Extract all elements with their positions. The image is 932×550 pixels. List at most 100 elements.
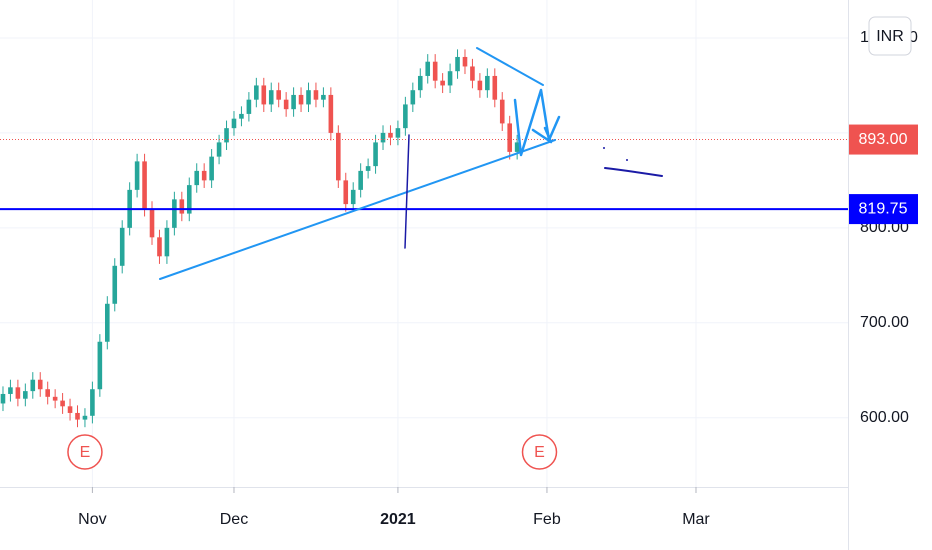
candle-body: [455, 56, 460, 72]
trend-line: [159, 139, 556, 280]
candle-body: [291, 94, 296, 110]
price-label-box: [849, 194, 918, 225]
candle-body: [0, 393, 6, 404]
y-tick-label: 600.00: [860, 409, 909, 426]
candle-body: [268, 90, 274, 105]
candle-body: [30, 379, 36, 392]
candle-body: [239, 113, 244, 119]
candle-body: [328, 94, 334, 133]
trend-line: [476, 47, 544, 86]
candle-body: [365, 166, 371, 171]
candle-body: [380, 132, 386, 143]
candle-body: [231, 118, 237, 129]
candle-body: [485, 75, 490, 91]
candle-body: [477, 80, 483, 91]
candle-body: [112, 265, 118, 304]
price-label: 893.00: [859, 131, 908, 148]
candle-body: [373, 142, 378, 167]
candle-body: [23, 391, 28, 399]
candle-body: [514, 142, 520, 152]
candle-body: [276, 90, 281, 100]
event-label: E: [534, 444, 545, 461]
candle-body: [186, 185, 192, 214]
candle-body: [67, 406, 73, 413]
x-tick-label: Nov: [78, 511, 106, 528]
brush-line: [404, 134, 410, 249]
x-tick-label: Dec: [220, 511, 248, 528]
candle-body: [179, 199, 185, 214]
candle-body: [60, 400, 65, 407]
candle-body: [447, 71, 453, 86]
candle-body: [298, 94, 304, 105]
candle-body: [403, 104, 408, 129]
candle-body: [417, 75, 423, 91]
candle-body: [261, 85, 267, 105]
candle-body: [321, 94, 326, 100]
candle-body: [52, 396, 58, 401]
candle-body: [313, 90, 319, 100]
candle-body: [254, 85, 259, 100]
candle-body: [499, 99, 505, 124]
candle-body: [358, 170, 363, 190]
event-marker: [67, 434, 103, 470]
price-axis-background: [849, 0, 932, 550]
currency-label[interactable]: INR: [876, 28, 904, 45]
drawings: [159, 47, 663, 280]
candle-body: [425, 61, 431, 76]
candle-body: [507, 123, 512, 152]
labels: 600.00700.00800.00900.001000.00NovDec202…: [67, 29, 918, 528]
candle-body: [119, 227, 125, 266]
candle-body: [246, 99, 252, 114]
zigzag-drawing: [513, 88, 561, 157]
candle-body: [15, 387, 21, 399]
candle-body: [157, 237, 162, 257]
y-tick-label: 700.00: [860, 314, 909, 331]
candle-body: [201, 170, 207, 181]
currency-button-box[interactable]: [868, 16, 912, 56]
candle-body: [105, 303, 110, 342]
candle-body: [410, 90, 416, 105]
arrow-drawing: [531, 126, 553, 144]
candle-body: [149, 208, 155, 238]
candle-body: [343, 180, 349, 205]
x-tick-label: Mar: [682, 511, 710, 528]
candle-body: [209, 156, 214, 181]
candle-body: [45, 389, 50, 397]
candle-body: [172, 199, 177, 228]
candle-body: [306, 90, 311, 105]
candle-body: [164, 227, 170, 257]
candle-body: [395, 128, 401, 138]
candle-body: [224, 128, 229, 143]
candle-body: [75, 412, 80, 420]
candle-body: [8, 387, 13, 394]
price-label: 819.75: [859, 200, 908, 217]
candle-body: [216, 142, 222, 157]
brush-dot: [603, 147, 605, 149]
candle-body: [134, 161, 140, 190]
grid: [0, 0, 848, 487]
candle-body: [336, 132, 341, 181]
candle-body: [194, 170, 200, 186]
candles: [0, 49, 848, 428]
brush-line: [604, 167, 663, 177]
candle-body: [350, 189, 356, 205]
candle-body: [90, 389, 95, 416]
currency-button[interactable]: INR: [868, 16, 912, 56]
candle-body: [37, 379, 43, 390]
time-axis-background: [0, 488, 849, 550]
candle-body: [142, 161, 147, 209]
candle-body: [432, 61, 438, 81]
x-tick-label: 2021: [380, 511, 416, 528]
x-tick-label: Feb: [533, 511, 561, 528]
candle-body: [82, 415, 88, 420]
event-label: E: [80, 444, 91, 461]
price-label-box: [849, 124, 918, 155]
candle-body: [97, 341, 103, 390]
candle-body: [388, 132, 393, 138]
candle-body: [283, 99, 289, 110]
candle-body: [440, 80, 445, 86]
candle-body: [462, 56, 468, 67]
candle-body: [492, 75, 498, 100]
